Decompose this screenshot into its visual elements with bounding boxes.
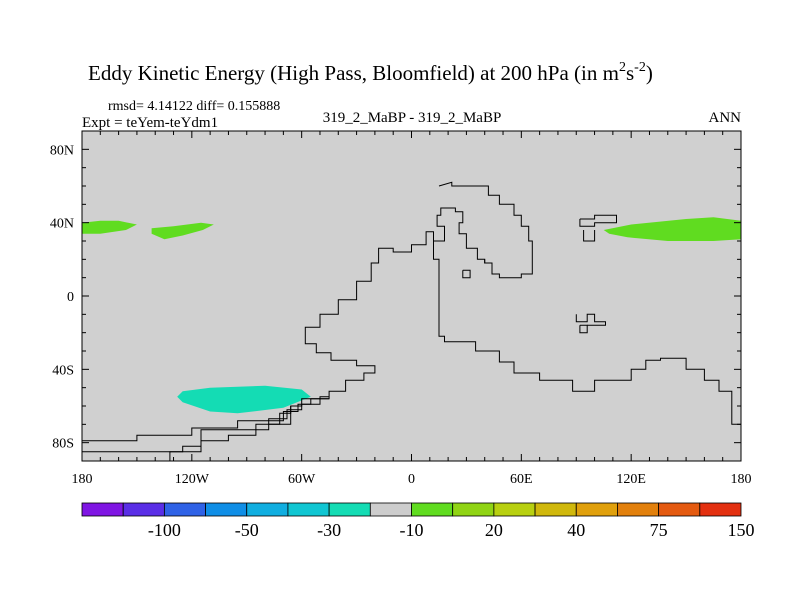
y-tick-label: 0: [67, 290, 74, 305]
colorbar-swatch: [288, 503, 329, 516]
y-tick-label: 80S: [52, 437, 74, 452]
colorbar-labels: -100 -50 -30 -10 20 40 75 150: [148, 520, 755, 540]
colorbar-label: 20: [485, 520, 503, 540]
colorbar-swatch: [535, 503, 576, 516]
y-tick-label: 40N: [50, 217, 74, 232]
x-tick-label: 180: [731, 472, 752, 487]
colorbar-label: -30: [317, 520, 341, 540]
colorbar-swatch: [494, 503, 535, 516]
x-tick-label: 60E: [510, 472, 533, 487]
colorbar-label: 150: [728, 520, 755, 540]
x-tick-labels: 180 120W 60W 0 60E 120E 180: [72, 472, 752, 487]
colorbar-swatch: [453, 503, 494, 516]
chart-title-s: s: [626, 61, 634, 85]
expt-text: Expt = teYem-teYdm1: [82, 115, 218, 131]
colorbar-swatch: [617, 503, 658, 516]
colorbar-label: -10: [400, 520, 424, 540]
colorbar-swatch: [412, 503, 453, 516]
chart-title-close: ): [646, 61, 653, 85]
x-tick-label: 0: [408, 472, 415, 487]
season-text: ANN: [709, 110, 742, 126]
chart-title-main: Eddy Kinetic Energy (High Pass, Bloomfie…: [88, 61, 619, 85]
colorbar-swatch: [370, 503, 411, 516]
chart-title-m-exponent: 2: [619, 60, 626, 75]
colorbar-swatch: [164, 503, 205, 516]
colorbar-label: -100: [148, 520, 181, 540]
colorbar-swatch: [247, 503, 288, 516]
chart-figure: Eddy Kinetic Energy (High Pass, Bloomfie…: [0, 0, 800, 600]
colorbar: [82, 503, 741, 516]
colorbar-swatch: [329, 503, 370, 516]
colorbar-swatch: [700, 503, 741, 516]
x-tick-label: 120E: [616, 472, 646, 487]
y-tick-label: 40S: [52, 363, 74, 378]
colorbar-swatch: [82, 503, 123, 516]
center-text: 319_2_MaBP - 319_2_MaBP: [323, 110, 502, 126]
colorbar-swatch: [206, 503, 247, 516]
colorbar-label: 40: [567, 520, 585, 540]
plot-background: [82, 131, 741, 461]
stats-text: rmsd= 4.14122 diff= 0.155888: [108, 99, 280, 114]
colorbar-swatch: [659, 503, 700, 516]
chart-title-s-exponent: -2: [634, 60, 646, 75]
x-tick-label: 60W: [288, 472, 316, 487]
colorbar-label: -50: [235, 520, 259, 540]
chart-title: Eddy Kinetic Energy (High Pass, Bloomfie…: [88, 60, 653, 85]
colorbar-swatch: [123, 503, 164, 516]
y-tick-labels: 80N 40N 0 40S 80S: [50, 143, 74, 451]
x-tick-label: 120W: [175, 472, 210, 487]
y-tick-label: 80N: [50, 143, 74, 158]
colorbar-label: 75: [650, 520, 668, 540]
colorbar-swatch: [576, 503, 617, 516]
x-tick-label: 180: [72, 472, 93, 487]
